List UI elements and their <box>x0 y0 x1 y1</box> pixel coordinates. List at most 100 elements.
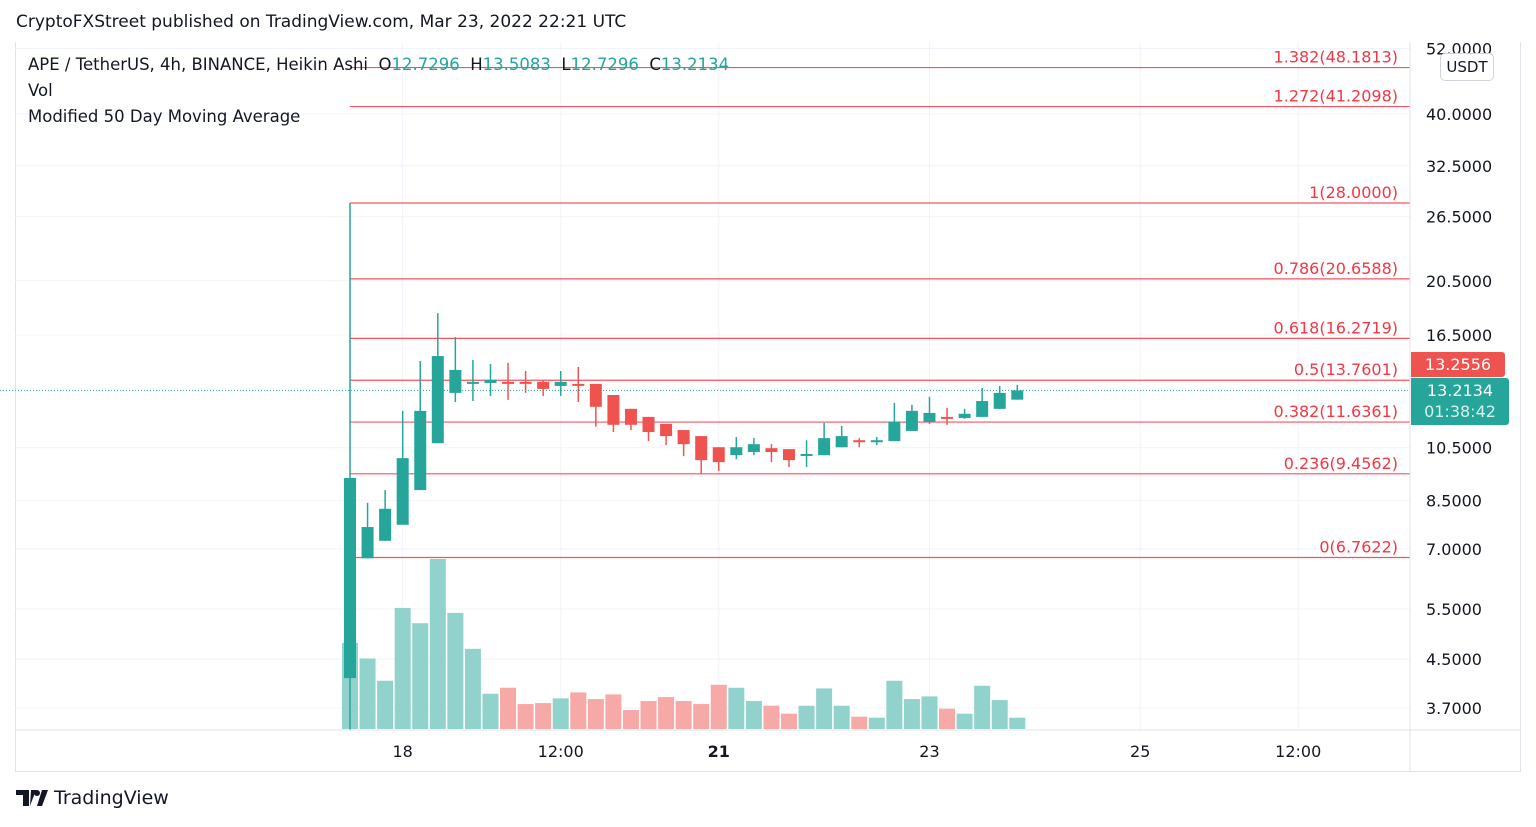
fib-level-label: 0.382(11.6361) <box>1274 402 1398 421</box>
candle-body <box>396 458 409 525</box>
volume-bar <box>640 701 657 729</box>
publisher-line: CryptoFXStreet published on TradingView.… <box>16 12 627 32</box>
red-price-label: 13.2556 <box>1411 352 1505 377</box>
x-tick-label: 21 <box>708 742 730 761</box>
high-value: 13.5083 <box>482 55 551 74</box>
candle-body <box>958 413 971 418</box>
moving-average-legend[interactable]: Modified 50 Day Moving Average <box>28 107 301 126</box>
candle-body <box>589 383 602 407</box>
fib-level-label: 0.236(9.4562) <box>1284 454 1398 473</box>
y-tick-label: 8.5000 <box>1426 491 1482 510</box>
volume-bar <box>956 713 973 729</box>
volume-bar <box>552 698 569 729</box>
candle-body <box>765 448 778 453</box>
fib-level-label: 0(6.7622) <box>1319 537 1398 556</box>
candle-body <box>379 508 392 541</box>
volume-bar <box>816 688 833 729</box>
volume-bar <box>658 697 675 729</box>
candle-body <box>660 423 673 437</box>
fib-level-label: 1.382(48.1813) <box>1274 48 1398 67</box>
candle-body <box>835 436 848 448</box>
x-tick-label: 25 <box>1130 742 1150 761</box>
volume-bar <box>886 680 903 729</box>
volume-bar <box>728 687 745 729</box>
currency-button[interactable]: USDT <box>1440 53 1494 81</box>
candle-body <box>853 440 866 443</box>
candle-body <box>818 438 831 456</box>
y-tick-label: 3.7000 <box>1426 699 1482 718</box>
candle-body <box>783 449 795 461</box>
volume-bar <box>605 694 622 729</box>
symbol-legend[interactable]: APE / TetherUS, 4h, BINANCE, Heikin Ashi… <box>28 55 729 74</box>
volume-bar <box>412 623 429 729</box>
candle-body <box>642 416 655 433</box>
candle-body <box>1011 390 1024 400</box>
candle-body <box>537 381 550 389</box>
candle-body <box>730 447 743 456</box>
low-label: L <box>561 55 571 74</box>
current-price-value: 13.2134 <box>1426 381 1494 400</box>
volume-bar <box>447 612 464 729</box>
candle-body <box>449 369 462 393</box>
candle-body <box>712 447 725 463</box>
x-tick-label: 12:00 <box>538 742 584 761</box>
candle-body <box>344 477 356 679</box>
close-value: 13.2134 <box>660 55 730 74</box>
candle-body <box>572 383 585 386</box>
candle-body <box>624 408 637 425</box>
volume-bar <box>377 680 394 729</box>
grid <box>15 42 1410 730</box>
volume-bar <box>394 607 411 729</box>
y-tick-label: 20.5000 <box>1426 272 1492 291</box>
close-label: C <box>649 55 661 74</box>
candle-body <box>800 453 813 456</box>
x-tick-label: 12:00 <box>1275 742 1321 761</box>
bar-countdown: 01:38:42 <box>1424 402 1496 421</box>
fib-level-label: 0.5(13.7601) <box>1294 360 1398 379</box>
candle-body <box>993 392 1006 409</box>
tradingview-logo[interactable]: TradingView <box>16 787 169 809</box>
volume-indicator-legend[interactable]: Vol <box>28 81 53 100</box>
fib-level-label: 0.618(16.2719) <box>1274 318 1398 337</box>
volume-bar <box>587 699 604 729</box>
volume-bar <box>1009 717 1026 729</box>
y-tick-label: 32.5000 <box>1426 157 1492 176</box>
volume-bar <box>429 559 446 729</box>
y-tick-label: 40.0000 <box>1426 105 1492 124</box>
volume-bar <box>517 704 534 729</box>
low-value: 12.7296 <box>570 55 639 74</box>
candle-body <box>976 401 989 417</box>
volume-bar <box>763 705 780 729</box>
candle-body <box>870 440 883 443</box>
volume-bar <box>868 717 885 729</box>
x-tick-label: 18 <box>393 742 413 761</box>
candle-body <box>466 381 479 384</box>
candle-body <box>941 416 954 419</box>
volume-bar <box>798 705 815 729</box>
candle-body <box>361 527 374 559</box>
candle-body <box>747 444 760 453</box>
volume-bar <box>921 696 938 729</box>
volume-bar <box>535 703 552 729</box>
open-label: O <box>378 55 392 74</box>
symbol-info: APE / TetherUS, 4h, BINANCE, Heikin Ashi <box>28 55 368 74</box>
volume-bar <box>833 705 850 729</box>
candle-body <box>554 381 567 386</box>
fib-level-label: 0.786(20.6588) <box>1274 259 1398 278</box>
volume-bar <box>464 648 481 729</box>
volume-bar <box>693 704 710 729</box>
y-tick-label: 4.5000 <box>1426 650 1482 669</box>
volume-bar <box>570 692 587 729</box>
candle-body <box>923 412 936 422</box>
candle-body <box>905 410 918 431</box>
volume-bars <box>342 559 1026 729</box>
volume-bar <box>710 684 727 729</box>
volume-bar <box>482 693 499 729</box>
y-tick-label: 5.5000 <box>1426 600 1482 619</box>
current-price-label: 13.2134 01:38:42 <box>1411 378 1509 425</box>
candle-body <box>677 430 690 445</box>
candle-body <box>502 381 515 384</box>
open-value: 12.7296 <box>391 55 460 74</box>
volume-bar <box>500 687 517 729</box>
